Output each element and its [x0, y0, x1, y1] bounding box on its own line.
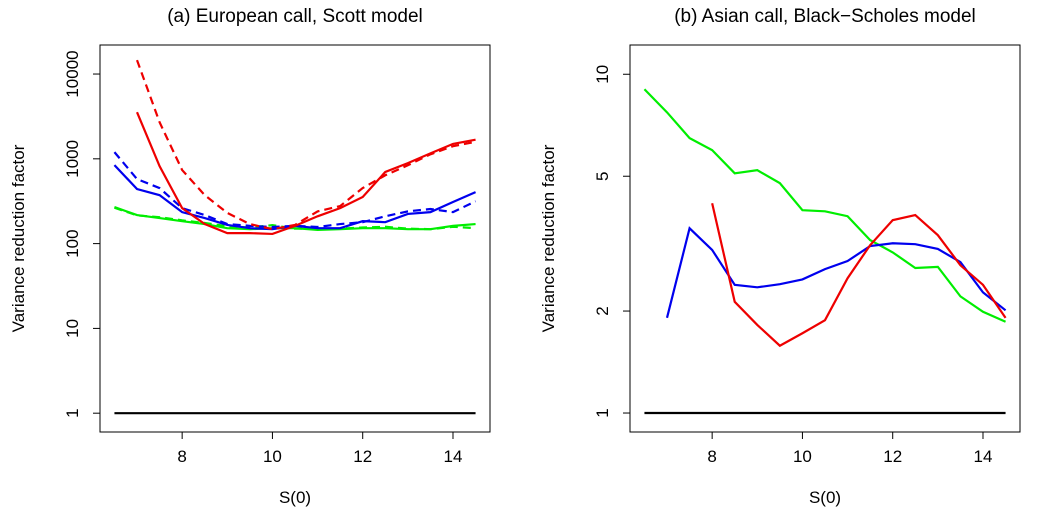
- series-line: [643, 88, 1007, 323]
- chart-title: (a) European call, Scott model: [167, 6, 423, 27]
- y-tick-label: 10: [63, 319, 82, 338]
- y-tick-label: 1: [63, 408, 82, 417]
- y-tick-label: 1: [593, 408, 612, 417]
- y-tick-label: 1000: [63, 140, 82, 178]
- x-tick-label: 12: [883, 447, 902, 466]
- y-tick-label: 5: [593, 172, 612, 181]
- y-tick-label: 100: [63, 229, 82, 257]
- y-tick-label: 10: [593, 65, 612, 84]
- y-tick-label: 2: [593, 306, 612, 315]
- x-tick-label: 8: [177, 447, 186, 466]
- x-tick-label: 14: [974, 447, 993, 466]
- plot-frame: [629, 44, 1021, 433]
- series-line: [665, 226, 1007, 319]
- x-tick-label: 12: [353, 447, 372, 466]
- x-tick-label: 14: [444, 447, 463, 466]
- series-line: [135, 111, 476, 236]
- series-line: [113, 151, 477, 229]
- series-line: [114, 206, 476, 231]
- plot-frame: [99, 44, 491, 433]
- y-axis-label: Variance reduction factor: [539, 144, 558, 332]
- x-axis-label: S(0): [809, 488, 841, 507]
- series-line: [135, 59, 476, 231]
- x-tick-label: 10: [263, 447, 282, 466]
- y-axis-label: Variance reduction factor: [9, 144, 28, 332]
- x-tick-label: 10: [793, 447, 812, 466]
- series-line: [711, 203, 1007, 348]
- y-tick-label: 10000: [63, 50, 82, 97]
- x-axis-label: S(0): [279, 488, 311, 507]
- x-tick-label: 8: [707, 447, 716, 466]
- chart-title: (b) Asian call, Black−Scholes model: [674, 6, 976, 27]
